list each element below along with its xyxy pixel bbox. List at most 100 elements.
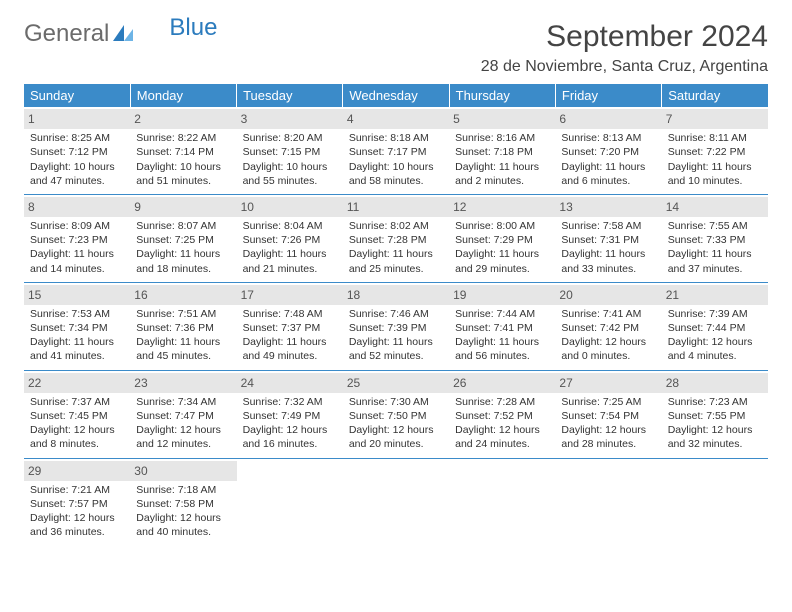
day-info: Sunrise: 7:34 AMSunset: 7:47 PMDaylight:…	[136, 395, 230, 452]
calendar-body: 1Sunrise: 8:25 AMSunset: 7:12 PMDaylight…	[24, 107, 768, 545]
logo: General Blue	[24, 20, 217, 48]
calendar-cell: 11Sunrise: 8:02 AMSunset: 7:28 PMDayligh…	[343, 194, 449, 282]
day-number: 16	[130, 285, 236, 305]
day-info: Sunrise: 7:37 AMSunset: 7:45 PMDaylight:…	[30, 395, 124, 452]
header: General Blue September 2024 28 de Noviem…	[24, 20, 768, 76]
calendar-cell: 1Sunrise: 8:25 AMSunset: 7:12 PMDaylight…	[24, 107, 130, 194]
calendar-cell: 2Sunrise: 8:22 AMSunset: 7:14 PMDaylight…	[130, 107, 236, 194]
day-info: Sunrise: 8:25 AMSunset: 7:12 PMDaylight:…	[30, 131, 124, 188]
calendar-cell: 26Sunrise: 7:28 AMSunset: 7:52 PMDayligh…	[449, 370, 555, 458]
calendar-cell: .	[555, 458, 661, 545]
day-info: Sunrise: 7:55 AMSunset: 7:33 PMDaylight:…	[668, 219, 762, 276]
day-info: Sunrise: 7:58 AMSunset: 7:31 PMDaylight:…	[561, 219, 655, 276]
day-number: 6	[555, 109, 661, 129]
day-info: Sunrise: 7:39 AMSunset: 7:44 PMDaylight:…	[668, 307, 762, 364]
day-info: Sunrise: 8:02 AMSunset: 7:28 PMDaylight:…	[349, 219, 443, 276]
day-info: Sunrise: 7:18 AMSunset: 7:58 PMDaylight:…	[136, 483, 230, 540]
calendar-cell: 5Sunrise: 8:16 AMSunset: 7:18 PMDaylight…	[449, 107, 555, 194]
calendar-cell: 28Sunrise: 7:23 AMSunset: 7:55 PMDayligh…	[662, 370, 768, 458]
day-number: 25	[343, 373, 449, 393]
day-header: Friday	[555, 84, 661, 107]
calendar-cell: 23Sunrise: 7:34 AMSunset: 7:47 PMDayligh…	[130, 370, 236, 458]
calendar-cell: 8Sunrise: 8:09 AMSunset: 7:23 PMDaylight…	[24, 194, 130, 282]
day-header: Thursday	[449, 84, 555, 107]
calendar-cell: 12Sunrise: 8:00 AMSunset: 7:29 PMDayligh…	[449, 194, 555, 282]
calendar-cell: 22Sunrise: 7:37 AMSunset: 7:45 PMDayligh…	[24, 370, 130, 458]
day-number: 29	[24, 461, 130, 481]
calendar-cell: 6Sunrise: 8:13 AMSunset: 7:20 PMDaylight…	[555, 107, 661, 194]
day-number: 1	[24, 109, 130, 129]
day-info: Sunrise: 7:30 AMSunset: 7:50 PMDaylight:…	[349, 395, 443, 452]
calendar-cell: 24Sunrise: 7:32 AMSunset: 7:49 PMDayligh…	[237, 370, 343, 458]
day-info: Sunrise: 7:41 AMSunset: 7:42 PMDaylight:…	[561, 307, 655, 364]
day-number: 21	[662, 285, 768, 305]
day-header: Sunday	[24, 84, 130, 107]
day-number: 8	[24, 197, 130, 217]
day-info: Sunrise: 7:32 AMSunset: 7:49 PMDaylight:…	[243, 395, 337, 452]
day-number: 13	[555, 197, 661, 217]
day-header: Monday	[130, 84, 236, 107]
day-info: Sunrise: 7:53 AMSunset: 7:34 PMDaylight:…	[30, 307, 124, 364]
day-number: 14	[662, 197, 768, 217]
day-info: Sunrise: 7:51 AMSunset: 7:36 PMDaylight:…	[136, 307, 230, 364]
calendar-cell: 19Sunrise: 7:44 AMSunset: 7:41 PMDayligh…	[449, 282, 555, 370]
day-number: 12	[449, 197, 555, 217]
calendar-cell: 3Sunrise: 8:20 AMSunset: 7:15 PMDaylight…	[237, 107, 343, 194]
day-number: 5	[449, 109, 555, 129]
day-info: Sunrise: 8:04 AMSunset: 7:26 PMDaylight:…	[243, 219, 337, 276]
calendar-cell: .	[237, 458, 343, 545]
day-number: 17	[237, 285, 343, 305]
calendar-cell: 20Sunrise: 7:41 AMSunset: 7:42 PMDayligh…	[555, 282, 661, 370]
calendar-cell: 21Sunrise: 7:39 AMSunset: 7:44 PMDayligh…	[662, 282, 768, 370]
day-number: 7	[662, 109, 768, 129]
day-header: Saturday	[662, 84, 768, 107]
day-info: Sunrise: 7:23 AMSunset: 7:55 PMDaylight:…	[668, 395, 762, 452]
calendar-cell: .	[449, 458, 555, 545]
day-number: 28	[662, 373, 768, 393]
title-block: September 2024 28 de Noviembre, Santa Cr…	[481, 20, 768, 76]
calendar-cell: 30Sunrise: 7:18 AMSunset: 7:58 PMDayligh…	[130, 458, 236, 545]
day-info: Sunrise: 7:25 AMSunset: 7:54 PMDaylight:…	[561, 395, 655, 452]
day-info: Sunrise: 8:18 AMSunset: 7:17 PMDaylight:…	[349, 131, 443, 188]
calendar-cell: 16Sunrise: 7:51 AMSunset: 7:36 PMDayligh…	[130, 282, 236, 370]
calendar-cell: 9Sunrise: 8:07 AMSunset: 7:25 PMDaylight…	[130, 194, 236, 282]
location: 28 de Noviembre, Santa Cruz, Argentina	[481, 58, 768, 76]
day-info: Sunrise: 8:00 AMSunset: 7:29 PMDaylight:…	[455, 219, 549, 276]
day-info: Sunrise: 8:16 AMSunset: 7:18 PMDaylight:…	[455, 131, 549, 188]
day-number: 27	[555, 373, 661, 393]
day-info: Sunrise: 8:07 AMSunset: 7:25 PMDaylight:…	[136, 219, 230, 276]
day-info: Sunrise: 8:22 AMSunset: 7:14 PMDaylight:…	[136, 131, 230, 188]
calendar-cell: .	[343, 458, 449, 545]
day-info: Sunrise: 7:48 AMSunset: 7:37 PMDaylight:…	[243, 307, 337, 364]
logo-icon	[113, 20, 135, 48]
calendar-head: SundayMondayTuesdayWednesdayThursdayFrid…	[24, 84, 768, 107]
calendar-cell: 18Sunrise: 7:46 AMSunset: 7:39 PMDayligh…	[343, 282, 449, 370]
calendar-cell: .	[662, 458, 768, 545]
day-info: Sunrise: 7:21 AMSunset: 7:57 PMDaylight:…	[30, 483, 124, 540]
day-info: Sunrise: 8:11 AMSunset: 7:22 PMDaylight:…	[668, 131, 762, 188]
calendar-cell: 29Sunrise: 7:21 AMSunset: 7:57 PMDayligh…	[24, 458, 130, 545]
day-number: 30	[130, 461, 236, 481]
calendar-cell: 4Sunrise: 8:18 AMSunset: 7:17 PMDaylight…	[343, 107, 449, 194]
day-number: 24	[237, 373, 343, 393]
day-number: 19	[449, 285, 555, 305]
calendar-cell: 7Sunrise: 8:11 AMSunset: 7:22 PMDaylight…	[662, 107, 768, 194]
day-number: 2	[130, 109, 236, 129]
calendar-cell: 10Sunrise: 8:04 AMSunset: 7:26 PMDayligh…	[237, 194, 343, 282]
day-number: 15	[24, 285, 130, 305]
day-info: Sunrise: 8:13 AMSunset: 7:20 PMDaylight:…	[561, 131, 655, 188]
calendar-cell: 13Sunrise: 7:58 AMSunset: 7:31 PMDayligh…	[555, 194, 661, 282]
logo-text-1: General	[24, 20, 109, 48]
logo-text-2: Blue	[169, 14, 217, 42]
calendar-cell: 27Sunrise: 7:25 AMSunset: 7:54 PMDayligh…	[555, 370, 661, 458]
day-header: Wednesday	[343, 84, 449, 107]
day-info: Sunrise: 8:20 AMSunset: 7:15 PMDaylight:…	[243, 131, 337, 188]
calendar-cell: 15Sunrise: 7:53 AMSunset: 7:34 PMDayligh…	[24, 282, 130, 370]
calendar-table: SundayMondayTuesdayWednesdayThursdayFrid…	[24, 84, 768, 545]
day-number: 3	[237, 109, 343, 129]
day-number: 10	[237, 197, 343, 217]
day-number: 11	[343, 197, 449, 217]
day-number: 18	[343, 285, 449, 305]
day-info: Sunrise: 7:28 AMSunset: 7:52 PMDaylight:…	[455, 395, 549, 452]
day-number: 22	[24, 373, 130, 393]
